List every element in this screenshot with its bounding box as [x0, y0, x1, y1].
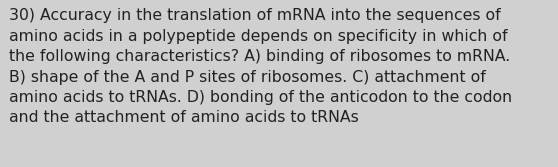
Text: 30) Accuracy in the translation of mRNA into the sequences of
amino acids in a p: 30) Accuracy in the translation of mRNA … — [9, 8, 512, 125]
